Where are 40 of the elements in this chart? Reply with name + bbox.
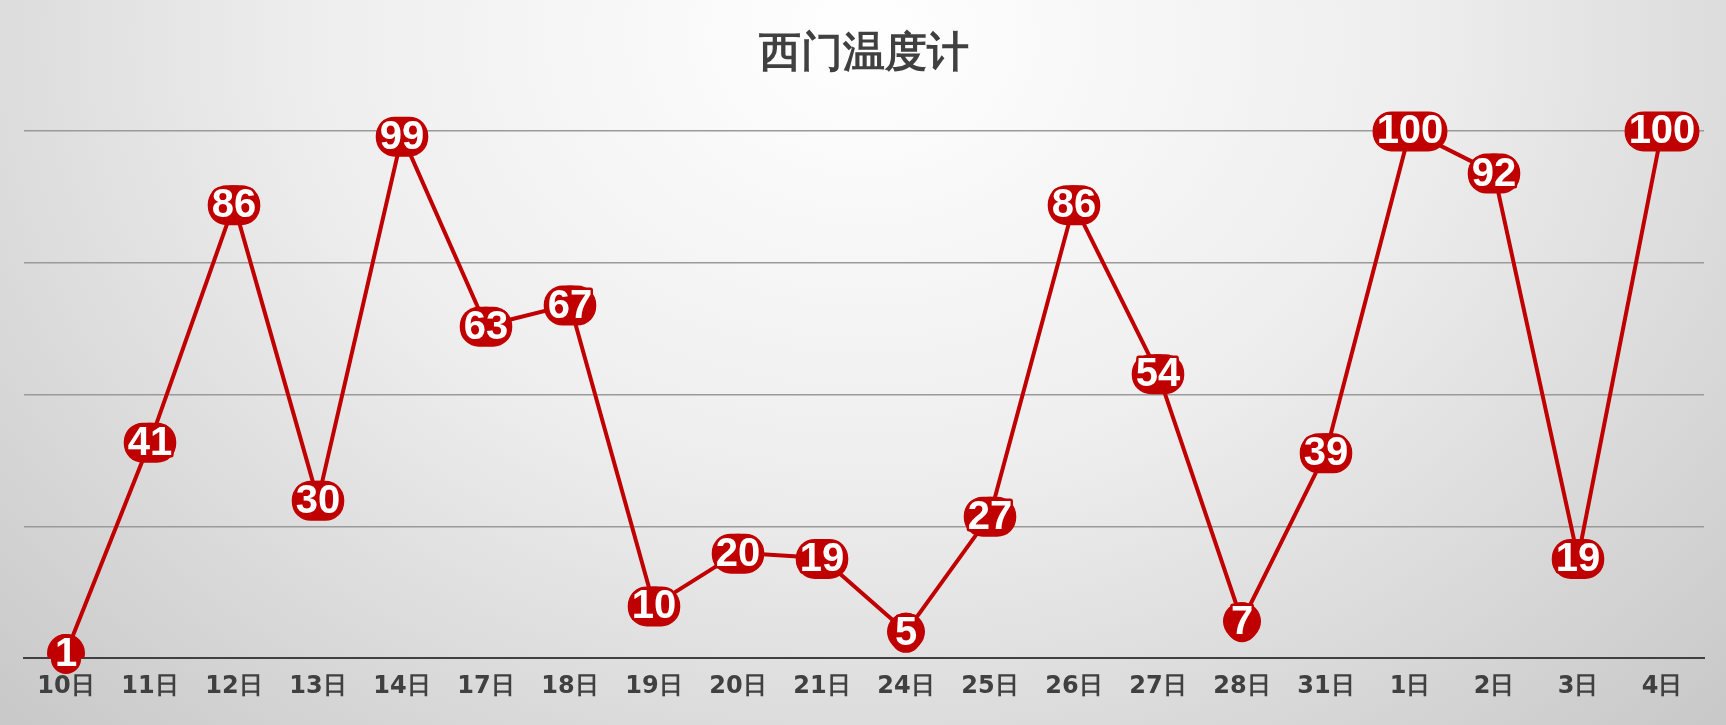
data-label: 100 (1376, 107, 1444, 152)
data-label: 63 (463, 302, 509, 347)
data-label: 30 (295, 476, 341, 521)
data-label: 19 (799, 534, 845, 579)
data-label: 39 (1303, 429, 1349, 474)
data-label: 7 (1230, 598, 1254, 643)
x-tick-label: 17日 (457, 670, 515, 699)
x-tick-label: 20日 (709, 670, 767, 699)
x-tick-label: 4日 (1641, 670, 1683, 699)
data-label: 67 (547, 281, 593, 326)
x-tick-label: 28日 (1213, 670, 1271, 699)
chart-title: 西门温度计 (758, 27, 969, 77)
data-label: 5 (894, 608, 918, 653)
x-tick-label: 27日 (1129, 670, 1187, 699)
data-label: 54 (1135, 350, 1181, 395)
data-label: 86 (1051, 181, 1097, 226)
data-label: 99 (379, 112, 425, 157)
data-label: 20 (715, 529, 761, 574)
data-label: 92 (1471, 149, 1517, 194)
x-tick-label: 2日 (1473, 670, 1515, 699)
x-tick-label: 1日 (1389, 670, 1431, 699)
x-tick-label: 18日 (541, 670, 599, 699)
data-label: 100 (1628, 107, 1696, 152)
x-tick-label: 11日 (121, 670, 179, 699)
x-tick-label: 10日 (37, 670, 95, 699)
x-tick-label: 21日 (793, 670, 851, 699)
x-tick-label: 3日 (1557, 670, 1599, 699)
x-tick-label: 13日 (289, 670, 347, 699)
x-tick-label: 12日 (205, 670, 263, 699)
x-tick-label: 25日 (961, 670, 1019, 699)
data-label: 41 (127, 418, 173, 463)
data-label: 19 (1555, 534, 1601, 579)
data-label: 10 (631, 582, 677, 627)
x-tick-label: 19日 (625, 670, 683, 699)
x-tick-label: 26日 (1045, 670, 1103, 699)
x-tick-label: 14日 (373, 670, 431, 699)
x-tick-label: 31日 (1297, 670, 1355, 699)
data-label: 27 (967, 492, 1013, 537)
data-label: 86 (211, 181, 257, 226)
x-tick-label: 24日 (877, 670, 935, 699)
